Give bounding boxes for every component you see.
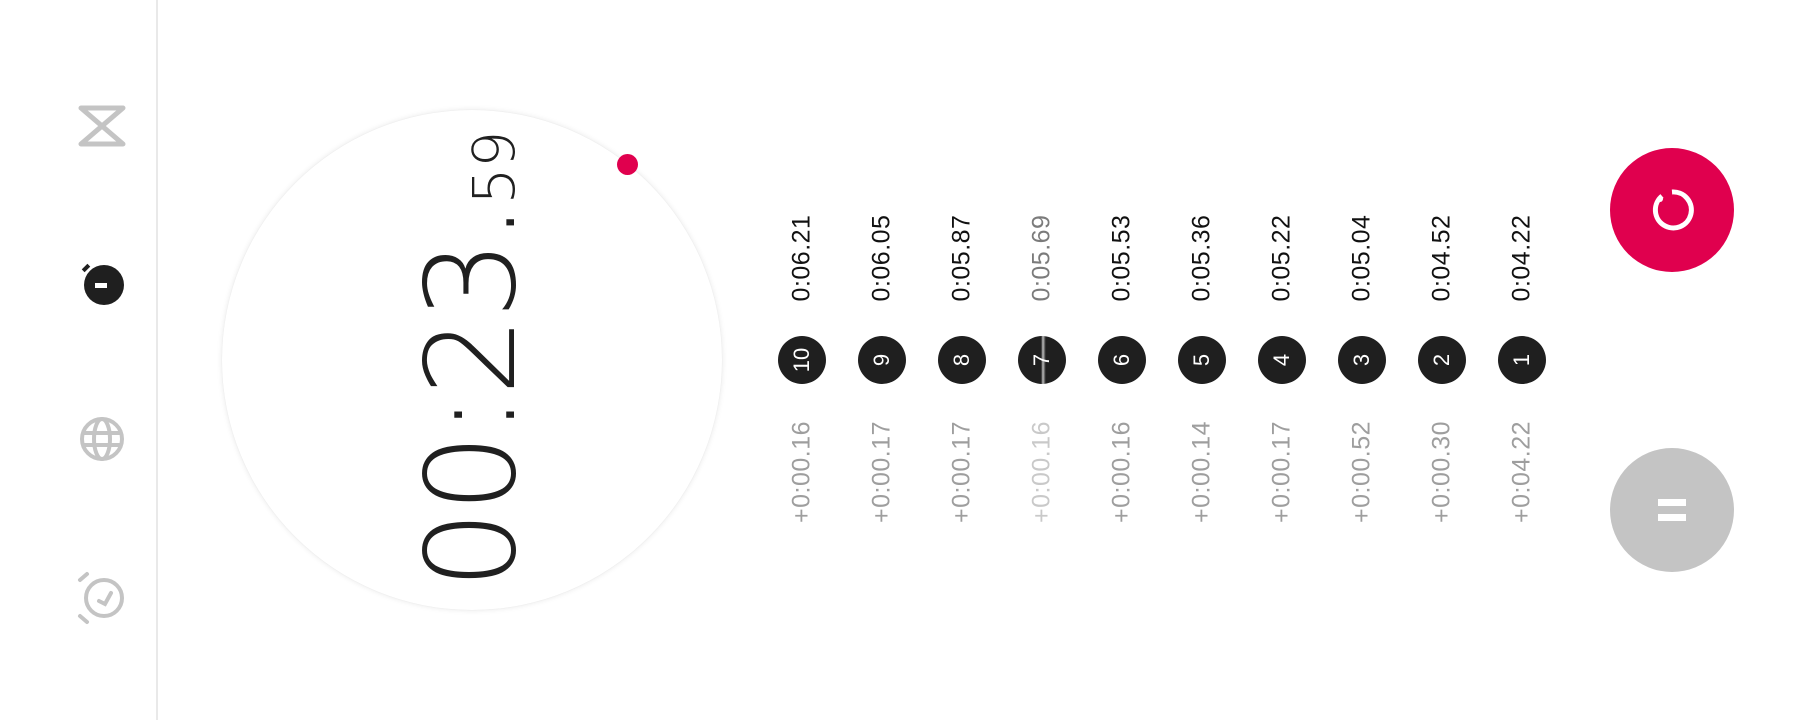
lap-total-time: 0:04.22 xyxy=(1507,214,1536,302)
lap-item: 0:06.05 9 +0:00.17 xyxy=(852,0,912,720)
pause-icon xyxy=(1658,499,1686,521)
lap-total-time: 0:06.05 xyxy=(867,214,896,302)
pause-button[interactable] xyxy=(1610,448,1734,572)
lap-number-badge: 9 xyxy=(858,336,906,384)
lap-number-badge: 4 xyxy=(1258,336,1306,384)
lap-number-badge: 3 xyxy=(1338,336,1386,384)
navigation-rail xyxy=(0,0,158,720)
lap-total-time: 0:05.87 xyxy=(947,214,976,302)
lap-item: 0:05.87 8 +0:00.17 xyxy=(932,0,992,720)
lap-number-badge: 8 xyxy=(938,336,986,384)
lap-total-time: 0:06.21 xyxy=(787,214,816,302)
alarm-clock-icon xyxy=(78,572,124,624)
lap-delta-time: +0:00.17 xyxy=(1267,420,1296,524)
lap-total-time: 0:05.69 xyxy=(1027,214,1056,302)
lap-delta-time: +0:00.16 xyxy=(1107,420,1136,524)
lap-item: 0:05.04 3 +0:00.52 xyxy=(1332,0,1392,720)
lap-total-time: 0:05.53 xyxy=(1107,214,1136,302)
lap-item: 0:04.22 1 +0:04.22 xyxy=(1492,0,1552,720)
lap-delta-time: +0:00.16 xyxy=(787,420,816,524)
lap-delta-time: +0:00.17 xyxy=(947,420,976,524)
lap-number-badge: 2 xyxy=(1418,336,1466,384)
dial-progress-indicator xyxy=(617,154,638,175)
lap-total-time: 0:05.36 xyxy=(1187,214,1216,302)
lap-item: 0:05.22 4 +0:00.17 xyxy=(1252,0,1312,720)
lap-number: 4 xyxy=(1269,353,1294,367)
reset-button[interactable] xyxy=(1610,148,1734,272)
lap-number: 1 xyxy=(1509,353,1534,367)
lap-number: 7 xyxy=(1029,353,1054,367)
lap-number: 6 xyxy=(1109,353,1134,367)
lap-item: 0:04.52 2 +0:00.30 xyxy=(1412,0,1472,720)
lap-number: 10 xyxy=(788,347,814,373)
elapsed-time-fraction: 59 xyxy=(460,130,528,205)
lap-number: 9 xyxy=(869,353,894,367)
lap-number-badge: 6 xyxy=(1098,336,1146,384)
lap-item: 0:05.53 6 +0:00.16 xyxy=(1092,0,1152,720)
lap-delta-time: +0:00.14 xyxy=(1187,420,1216,524)
lap-total-time: 0:05.04 xyxy=(1347,214,1376,302)
lap-total-time: 0:04.52 xyxy=(1427,214,1456,302)
nav-item-clock[interactable] xyxy=(73,410,131,468)
lap-number-badge: 1 xyxy=(1498,336,1546,384)
lap-delta-time: +0:00.17 xyxy=(867,420,896,524)
nav-item-timer[interactable] xyxy=(73,97,131,155)
nav-item-stopwatch[interactable] xyxy=(73,254,131,312)
lap-number-badge: 10 xyxy=(778,336,826,384)
stopwatch-icon xyxy=(81,263,124,305)
stopwatch-dial[interactable] xyxy=(222,110,722,610)
elapsed-time-main: 00:23. xyxy=(400,204,544,590)
lap-item: 0:05.69 7 +0:00.16 xyxy=(1012,0,1072,720)
lap-delta-time: +0:04.22 xyxy=(1507,420,1536,524)
lap-delta-time: +0:00.16 xyxy=(1027,420,1056,524)
lap-total-time: 0:05.22 xyxy=(1267,214,1296,302)
lap-delta-time: +0:00.30 xyxy=(1427,420,1456,524)
lap-number-badge: 7 xyxy=(1018,336,1066,384)
elapsed-time: 00:23.59 xyxy=(400,130,544,590)
lap-number: 2 xyxy=(1429,353,1454,367)
lap-item: 0:05.36 5 +0:00.14 xyxy=(1172,0,1232,720)
lap-delta-time: +0:00.52 xyxy=(1347,420,1376,524)
hourglass-icon xyxy=(78,105,126,147)
lap-number-badge: 5 xyxy=(1178,336,1226,384)
lap-number: 3 xyxy=(1349,353,1374,367)
lap-number: 8 xyxy=(949,353,974,367)
nav-item-alarm[interactable] xyxy=(73,567,131,625)
globe-icon xyxy=(80,417,124,461)
lap-number: 5 xyxy=(1189,353,1214,367)
reset-icon xyxy=(1652,189,1694,231)
lap-item: 0:06.21 10 +0:00.16 xyxy=(772,0,832,720)
